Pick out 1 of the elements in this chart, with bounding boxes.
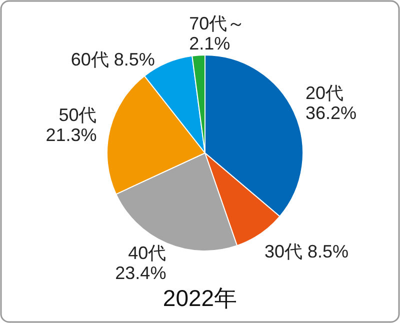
text: 2022年 [162, 285, 238, 311]
